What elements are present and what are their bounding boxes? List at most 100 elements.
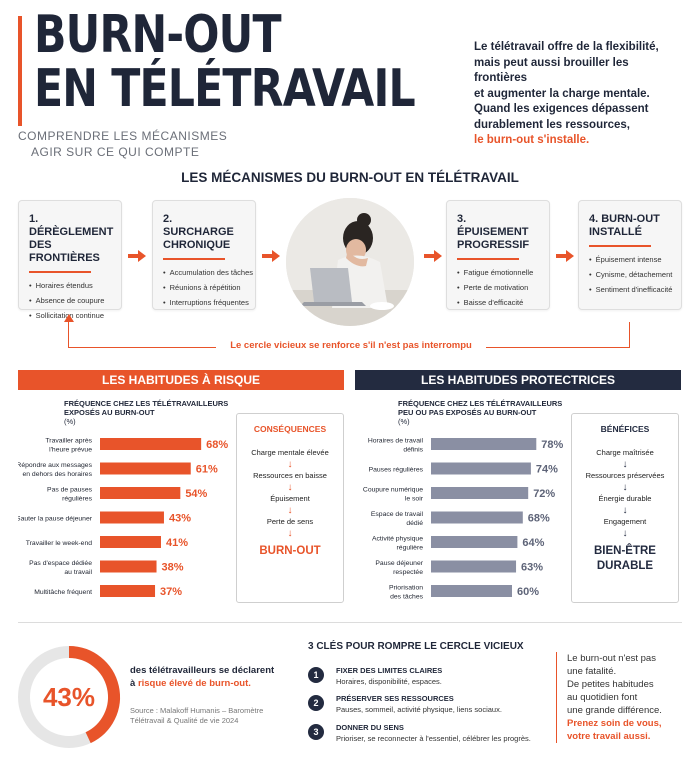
closing-quote: Le burn-out n'est pas une fatalité. De p… [556, 652, 686, 743]
stage-item: Épuisement intense [589, 252, 671, 267]
stage-item: Réunions à répétition [163, 280, 245, 295]
bar-category-label: Multitâche fréquent [34, 589, 92, 596]
bar-category-label: Activité physique [372, 536, 423, 543]
benefits-title: BÉNÉFICES [600, 424, 650, 434]
bar-category-label: l'heure prévue [49, 447, 92, 454]
consequence-step: Épuisement [270, 494, 310, 503]
bar [100, 536, 161, 548]
bar-category-label: Pause déjeuner [375, 560, 423, 567]
protect-chart-unit: (%) [398, 417, 410, 426]
protective-habits-chart: Horaires de travail définis 78% Pauses régu… [363, 438, 564, 601]
protective-habits-banner: LES HABITUDES PROTECTRICES [355, 370, 681, 390]
bar-value-label: 37% [160, 586, 182, 598]
key-title: FIXER DES LIMITES CLAIRES [336, 666, 443, 675]
bar-category-label: au travail [64, 569, 92, 576]
bar-value-label: 63% [521, 562, 543, 574]
bar-category-label: Sauter la pause déjeuner [18, 516, 93, 523]
intro-line: Quand les exigences dépassent [474, 103, 649, 115]
stat-text-line: à risque élevé de burn-out. [130, 678, 251, 689]
arrow-down-icon: ↓ [622, 505, 628, 516]
benefit-step: Ressources préservées [585, 471, 665, 480]
intro-text: Le télétravail offre de la flexibilité, … [474, 40, 684, 149]
consequence-final: BURN-OUT [259, 545, 321, 557]
stage-underline [29, 271, 91, 273]
bar-value-label: 60% [517, 586, 539, 598]
bar-category-label: en dehors des horaires [22, 471, 92, 478]
stage-item: Horaires étendus [29, 278, 111, 293]
arrow-right-icon [424, 250, 442, 262]
benefit-step: Énergie durable [598, 494, 652, 503]
stat-text-line: des télétravailleurs se déclarent [130, 665, 275, 676]
protect-chart-title-line: FRÉQUENCE CHEZ LES TÉLÉTRAVAILLEURS [398, 399, 563, 408]
quote-line: au quotidien font [567, 692, 638, 703]
bar-category-label: Travailler après [45, 438, 92, 445]
arrow-down-icon: ↓ [287, 459, 293, 470]
bar-category-label: régulières [62, 496, 92, 503]
key-number-badge: 1 [308, 667, 324, 683]
source-line: Télétravail & Qualité de vie 2024 [130, 716, 239, 725]
arrow-down-icon: ↓ [622, 528, 628, 539]
key-number-badge: 2 [308, 695, 324, 711]
donut-value-label: 43% [43, 682, 95, 712]
bar-value-label: 61% [196, 464, 218, 476]
bar-category-label: Espace de travail [371, 511, 424, 518]
quote-highlight: Prenez soin de vous, [567, 718, 662, 729]
arrow-down-icon: ↓ [287, 505, 293, 516]
bar [100, 585, 156, 597]
key-description: Prioriser, se reconnecter à l'essentiel,… [336, 734, 531, 743]
bar-value-label: 78% [541, 439, 563, 451]
bar [431, 438, 537, 450]
mechanisms-title: LES MÉCANISMES DU BURN-OUT EN TÉLÉTRAVAI… [181, 170, 519, 185]
bar [431, 560, 517, 573]
arrow-down-icon: ↓ [287, 528, 293, 539]
intro-line: Le télétravail offre de la flexibilité, [474, 41, 659, 53]
stage-title: 4. BURN-OUT INSTALLÉ [589, 213, 660, 238]
quote-line: Le burn-out n'est pas [567, 653, 656, 664]
bar [431, 462, 531, 475]
risk-chart-unit: (%) [64, 417, 76, 426]
bar-value-label: 68% [206, 439, 228, 451]
keys-title: 3 CLÉS POUR ROMPRE LE CERCLE VICIEUX [308, 641, 524, 652]
arrow-right-icon [262, 250, 280, 262]
page-subtitle: COMPRENDRE LES MÉCANISMES AGIR SUR CE QU… [18, 128, 227, 160]
benefit-final: BIEN-ÊTRE DURABLE [594, 545, 656, 572]
donut-slice [68, 646, 120, 744]
bar [431, 487, 529, 499]
bar-category-label: Répondre aux messages [18, 462, 93, 469]
bar-category-label: dédié [406, 520, 423, 527]
key-description: Pauses, sommeil, activité physique, lien… [336, 705, 502, 714]
bar [100, 462, 191, 475]
intro-line: durablement les ressources, [474, 118, 630, 131]
key-title: PRÉSERVER SES RESSOURCES [336, 694, 454, 703]
bar-category-label: Pas de pauses [47, 487, 93, 494]
protect-chart-title-line: PEU OU PAS EXPOSÉS AU BURN-OUT [398, 408, 537, 417]
bar-value-label: 54% [185, 488, 207, 500]
subtitle-line-2: AGIR SUR CE QUI COMPTE [31, 145, 200, 159]
key-number-badge: 3 [308, 724, 324, 740]
bar-category-label: Horaires de travail [368, 438, 424, 445]
stat-highlight: risque élevé de burn-out. [137, 678, 251, 689]
consequence-step: Ressources en baisse [253, 471, 327, 480]
stage-underline [457, 258, 519, 260]
stage-item: Sentiment d'inefficacité [589, 282, 673, 297]
stage-item: Fatigue émotionnelle [457, 265, 539, 280]
arrow-down-icon: ↓ [622, 482, 628, 493]
source-line: Source : Malakoff Humanis – Baromètre [130, 706, 264, 715]
stage-item: Interruptions fréquentes [163, 295, 249, 310]
risk-chart-title-line: FRÉQUENCE CHEZ LES TÉLÉTRAVAILLEURS [64, 399, 229, 408]
quote-line: une fatalité. [567, 666, 617, 677]
key-description: Horaires, disponibilité, espaces. [336, 677, 442, 686]
section-divider [18, 622, 682, 623]
risk-chart-title-line: EXPOSÉS AU BURN-OUT [64, 408, 155, 417]
consequences-title: CONSÉQUENCES [253, 424, 327, 434]
bar-category-label: le soir [405, 496, 424, 503]
consequences-box: CONSÉQUENCES Charge mentale élevée ↓ Res… [236, 413, 344, 603]
stage-underline [589, 245, 651, 247]
stage-item: Accumulation des tâches [163, 265, 253, 280]
bar-value-label: 64% [522, 537, 544, 549]
bar [100, 438, 202, 450]
bar-category-label: Priorisation [389, 585, 423, 592]
